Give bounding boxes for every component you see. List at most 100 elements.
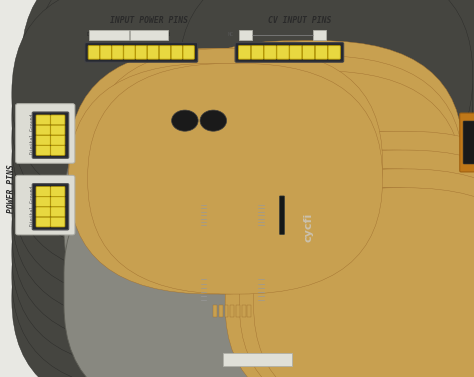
FancyBboxPatch shape (239, 150, 474, 377)
FancyBboxPatch shape (225, 169, 474, 377)
FancyBboxPatch shape (179, 74, 473, 304)
FancyBboxPatch shape (50, 0, 341, 183)
FancyBboxPatch shape (69, 63, 364, 294)
FancyBboxPatch shape (151, 0, 442, 183)
FancyBboxPatch shape (122, 0, 413, 183)
FancyBboxPatch shape (36, 115, 50, 125)
FancyBboxPatch shape (51, 207, 65, 217)
Bar (213, 305, 217, 317)
FancyBboxPatch shape (89, 30, 129, 40)
Text: Digital Ground: Digital Ground (30, 114, 35, 154)
Text: MCU Module: MCU Module (230, 355, 284, 364)
FancyBboxPatch shape (179, 0, 473, 191)
FancyBboxPatch shape (290, 46, 302, 59)
FancyBboxPatch shape (12, 138, 306, 368)
Bar (242, 305, 246, 317)
FancyBboxPatch shape (179, 51, 473, 281)
FancyBboxPatch shape (328, 46, 340, 59)
FancyBboxPatch shape (179, 164, 473, 377)
FancyBboxPatch shape (313, 30, 326, 40)
FancyBboxPatch shape (168, 41, 463, 271)
FancyBboxPatch shape (12, 2, 306, 233)
FancyBboxPatch shape (36, 197, 50, 207)
FancyBboxPatch shape (208, 0, 474, 183)
FancyBboxPatch shape (16, 104, 75, 163)
Text: 12V Regulated: 12V Regulated (128, 32, 170, 37)
FancyBboxPatch shape (51, 217, 65, 227)
Circle shape (167, 106, 203, 135)
FancyBboxPatch shape (51, 197, 65, 207)
FancyBboxPatch shape (179, 119, 473, 349)
FancyBboxPatch shape (79, 0, 370, 183)
FancyBboxPatch shape (36, 135, 50, 145)
FancyBboxPatch shape (238, 46, 251, 59)
Bar (230, 305, 234, 317)
FancyBboxPatch shape (64, 90, 401, 343)
FancyBboxPatch shape (179, 187, 473, 377)
FancyBboxPatch shape (254, 188, 474, 377)
FancyBboxPatch shape (179, 210, 473, 377)
FancyBboxPatch shape (32, 184, 69, 230)
Text: CV INPUT PINS: CV INPUT PINS (268, 16, 332, 25)
FancyBboxPatch shape (265, 0, 474, 183)
FancyBboxPatch shape (239, 30, 252, 40)
Text: Digital Ground: Digital Ground (30, 185, 35, 225)
FancyBboxPatch shape (136, 0, 427, 183)
FancyBboxPatch shape (124, 46, 135, 59)
Text: 3.3V: 3.3V (63, 199, 68, 212)
FancyBboxPatch shape (264, 46, 276, 59)
FancyBboxPatch shape (36, 217, 50, 227)
FancyBboxPatch shape (277, 46, 289, 59)
FancyBboxPatch shape (239, 169, 474, 377)
FancyBboxPatch shape (171, 46, 182, 59)
FancyBboxPatch shape (12, 25, 306, 255)
FancyBboxPatch shape (168, 56, 463, 287)
Text: Digital Ground: Digital Ground (87, 32, 132, 37)
FancyBboxPatch shape (12, 115, 306, 346)
FancyBboxPatch shape (254, 150, 474, 377)
FancyBboxPatch shape (254, 131, 474, 362)
FancyBboxPatch shape (12, 0, 306, 210)
FancyBboxPatch shape (149, 71, 444, 302)
Text: NC: NC (228, 32, 234, 37)
FancyBboxPatch shape (100, 46, 111, 59)
FancyBboxPatch shape (136, 46, 147, 59)
FancyBboxPatch shape (12, 47, 306, 278)
Text: INPUT POWER PINS: INPUT POWER PINS (110, 16, 188, 25)
Bar (219, 305, 223, 317)
FancyBboxPatch shape (179, 0, 470, 183)
FancyBboxPatch shape (239, 131, 474, 362)
FancyBboxPatch shape (93, 0, 384, 183)
Circle shape (200, 110, 227, 131)
FancyBboxPatch shape (168, 71, 463, 302)
FancyBboxPatch shape (179, 29, 473, 259)
FancyBboxPatch shape (149, 56, 444, 287)
FancyBboxPatch shape (130, 30, 168, 40)
FancyBboxPatch shape (12, 183, 306, 377)
FancyBboxPatch shape (51, 115, 65, 125)
Bar (225, 305, 228, 317)
FancyBboxPatch shape (51, 135, 65, 145)
FancyBboxPatch shape (225, 150, 474, 377)
FancyBboxPatch shape (315, 46, 328, 59)
FancyBboxPatch shape (108, 0, 399, 183)
Circle shape (172, 110, 198, 131)
FancyBboxPatch shape (12, 70, 306, 300)
FancyBboxPatch shape (237, 0, 474, 183)
FancyBboxPatch shape (36, 207, 50, 217)
FancyBboxPatch shape (235, 43, 344, 62)
Text: CH9: CH9 (315, 32, 324, 37)
FancyBboxPatch shape (88, 48, 383, 279)
FancyBboxPatch shape (251, 0, 474, 183)
FancyBboxPatch shape (16, 175, 75, 235)
FancyBboxPatch shape (12, 92, 306, 323)
FancyBboxPatch shape (222, 0, 474, 183)
FancyBboxPatch shape (36, 125, 50, 135)
FancyBboxPatch shape (456, 103, 474, 182)
FancyBboxPatch shape (147, 46, 159, 59)
FancyBboxPatch shape (179, 0, 473, 213)
FancyBboxPatch shape (225, 131, 474, 362)
FancyBboxPatch shape (194, 0, 474, 183)
FancyBboxPatch shape (51, 125, 65, 135)
FancyBboxPatch shape (179, 6, 473, 236)
